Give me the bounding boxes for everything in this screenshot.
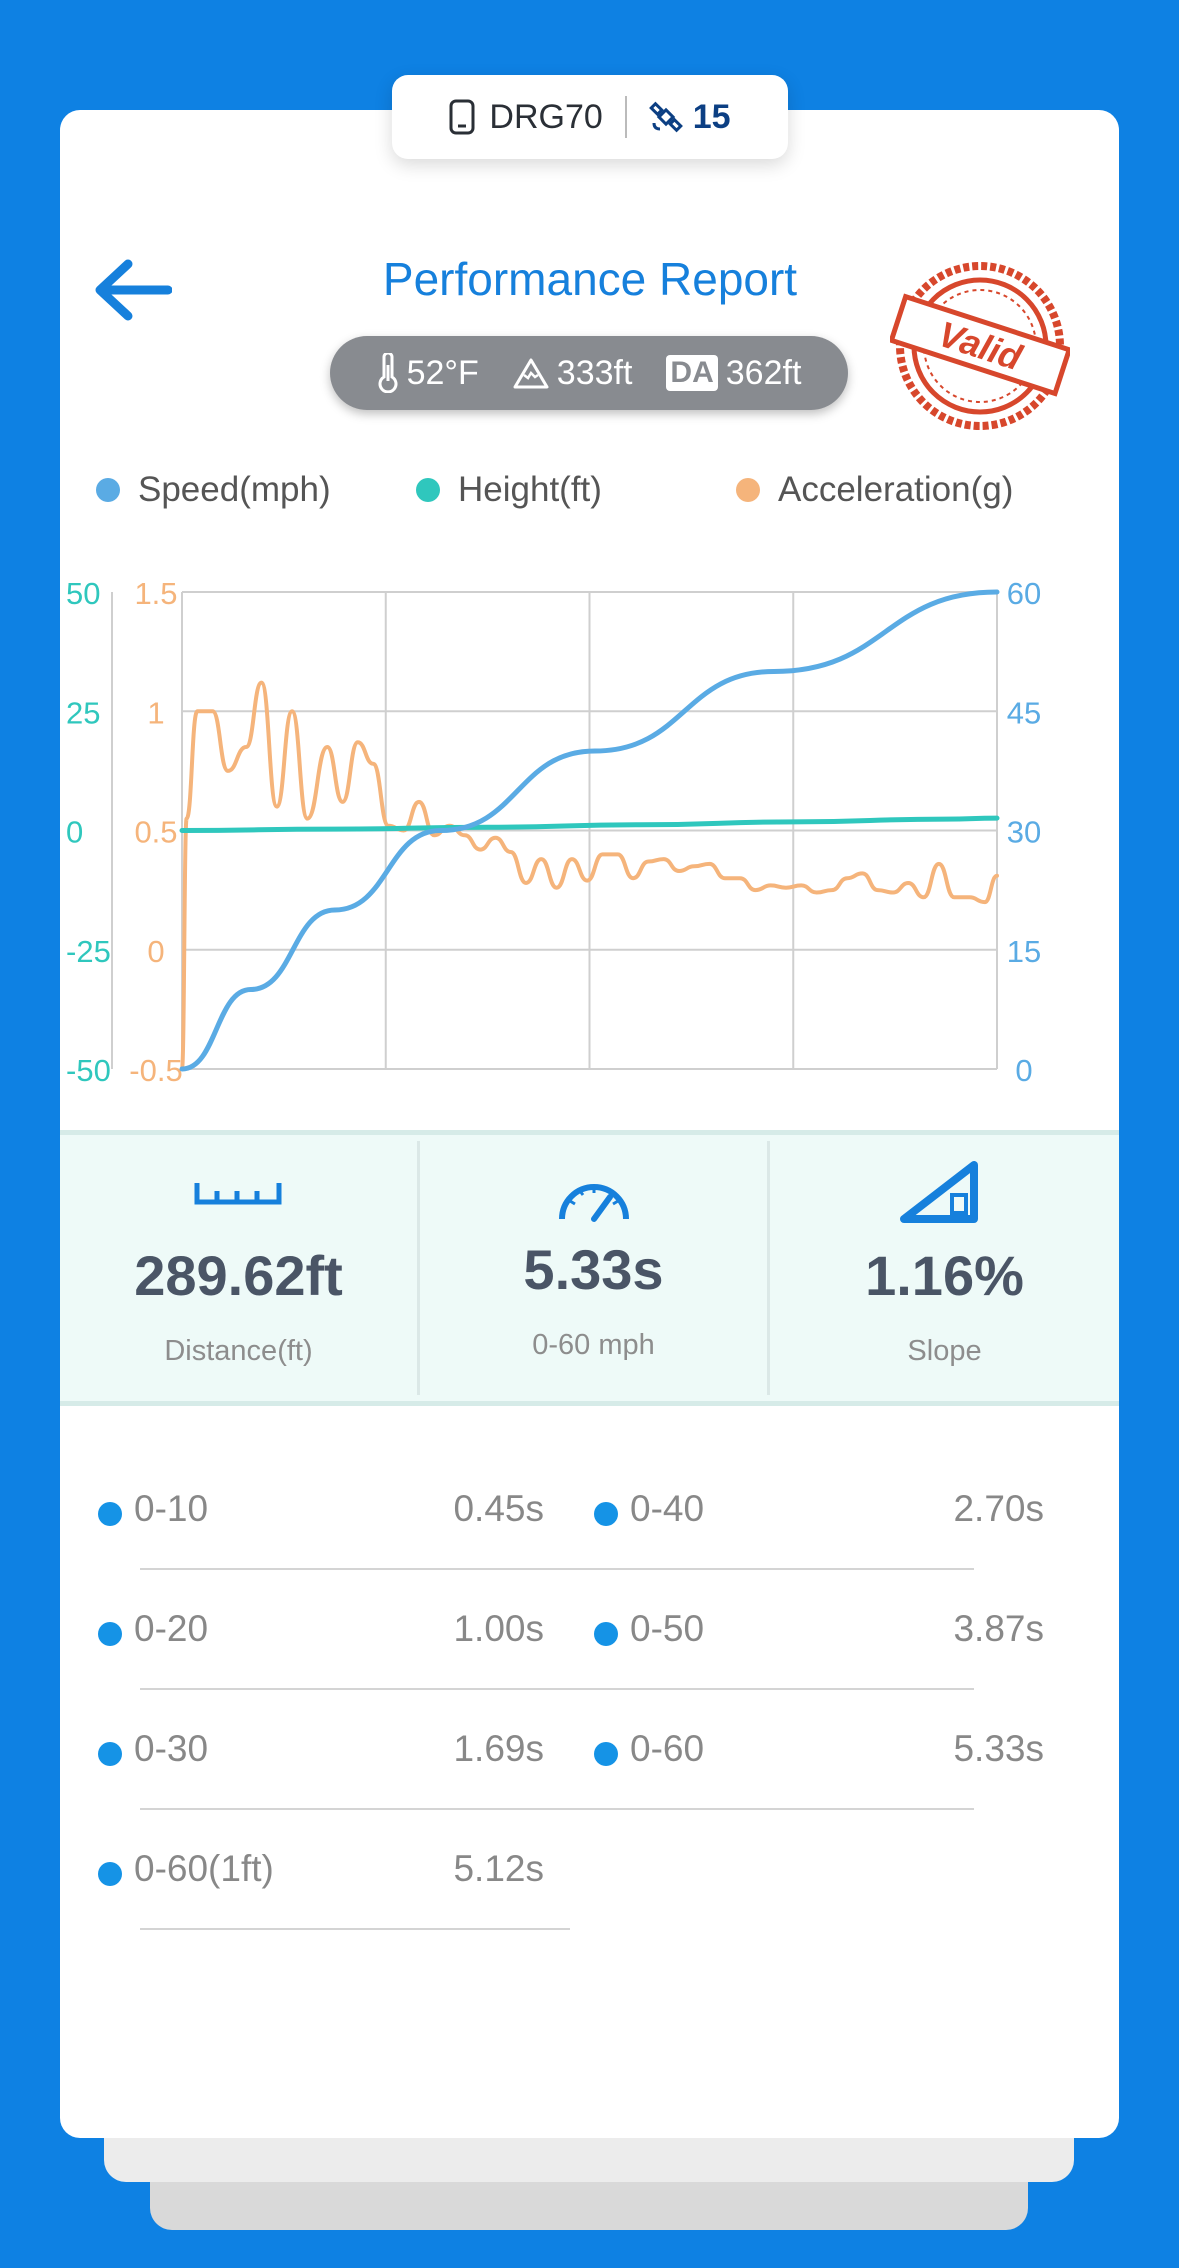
legend-label-height: Height(ft) [458,470,602,509]
acceleration-tick-label: 1.5 [134,576,177,611]
speedometer-icon [559,1184,629,1222]
device-pill[interactable]: DRG70 15 [392,75,788,159]
da-badge: DA [666,355,718,391]
density-altitude-item: DA 362ft [666,354,801,393]
stat-slope: 1.16% Slope [770,1135,1119,1401]
row-divider [140,1688,974,1690]
pill-divider [624,96,627,138]
bullet [98,1742,122,1766]
thermometer-icon [378,353,398,393]
split-label: 0-60(1ft) [134,1848,274,1889]
acceleration-tick-label: 1 [147,695,164,730]
performance-chart: 50 25 0 -25 -50 1.5 1 0.5 0 -0.5 60 45 30 15 0 [66,576,1041,1088]
stat-zero-to-sixty: 5.33s 0-60 mph [420,1135,767,1401]
device-info: DRG70 [449,97,603,137]
density-altitude-value: 362ft [725,353,802,392]
height-tick-label: 25 [66,695,100,730]
phone-icon [449,99,475,135]
slope-icon [900,1161,978,1223]
back-arrow-icon[interactable] [92,258,172,322]
split-label: 0-50 [630,1608,705,1649]
split-time: 5.33s [953,1728,1044,1769]
temperature-value: 52°F [406,353,479,392]
speed-series-line [179,589,1000,1072]
zero-to-sixty-value: 5.33s [523,1238,664,1301]
legend-item-acceleration: Acceleration(g) [736,470,1013,510]
acceleration-tick-label: 0 [147,934,164,969]
chart-legend: Speed(mph) Height(ft) Acceleration(g) [96,470,1056,520]
height-tick-label: -50 [66,1053,111,1088]
height-tick-label: 50 [66,576,100,611]
legend-item-height: Height(ft) [416,470,602,510]
satellite-info: 15 [648,97,731,137]
ruler-icon [194,1183,282,1205]
bullet [98,1622,122,1646]
acceleration-tick-label: 0.5 [134,815,177,850]
altitude-value: 333ft [556,353,633,392]
split-time: 1.00s [453,1608,544,1649]
slope-value: 1.16% [865,1244,1024,1307]
valid-stamp: Valid [890,262,1070,430]
mountain-icon [513,358,549,389]
row-divider [140,1568,974,1570]
altitude-item: 333ft [513,353,633,393]
split-time: 1.69s [453,1728,544,1769]
height-tick-label: 0 [66,815,83,850]
list-item: 0-60 5.33s [594,1728,1044,1788]
summary-stats: 289.62ft Distance(ft) 5.33s 0-60 mph 1.1… [60,1130,1119,1406]
split-label: 0-20 [134,1608,209,1649]
legend-item-speed: Speed(mph) [96,470,331,510]
split-time: 0.45s [453,1488,544,1529]
legend-dot-height [416,478,440,502]
device-name: DRG70 [489,97,603,136]
speed-tick-label: 30 [1007,815,1041,850]
bullet [594,1502,618,1526]
split-label: 0-10 [134,1488,209,1529]
bullet [594,1742,618,1766]
distance-label: Distance(ft) [164,1335,313,1367]
split-time: 3.87s [953,1608,1044,1649]
list-item: 0-50 3.87s [594,1608,1044,1668]
conditions-bar: 52°F 333ft DA 362ft [330,336,848,410]
page-title: Performance Report [382,253,798,305]
split-label: 0-30 [134,1728,209,1769]
height-tick-label: -25 [66,934,111,969]
split-label: 0-40 [630,1488,705,1529]
acceleration-series-line [180,680,999,1071]
speed-tick-label: 0 [1015,1053,1032,1088]
row-divider [140,1808,974,1810]
report-card [60,110,1119,2138]
speed-tick-label: 60 [1007,576,1041,611]
acceleration-tick-label: -0.5 [129,1053,182,1088]
list-item: 0-40 2.70s [594,1488,1044,1548]
stat-divider [767,1141,770,1395]
satellite-icon [648,101,683,133]
split-label: 0-60 [630,1728,705,1769]
bullet [98,1862,122,1886]
temperature-item: 52°F [377,353,479,393]
legend-label-acceleration: Acceleration(g) [778,470,1014,509]
slope-label: Slope [907,1335,982,1367]
speed-tick-label: 45 [1007,695,1041,730]
split-time: 2.70s [953,1488,1044,1529]
list-item: 0-60(1ft) 5.12s [98,1848,568,1908]
split-times: 0-10 0.45s 0-20 1.00s 0-30 1.69s 0-60(1f… [60,1460,1119,1980]
split-time: 5.12s [453,1848,544,1889]
stat-distance: 289.62ft Distance(ft) [60,1135,417,1401]
satellite-count: 15 [692,97,731,136]
bullet [98,1502,122,1526]
zero-to-sixty-label: 0-60 mph [532,1329,655,1361]
list-item: 0-30 1.69s [98,1728,568,1788]
speed-tick-label: 15 [1007,934,1041,969]
list-item: 0-10 0.45s [98,1488,568,1548]
bullet [594,1622,618,1646]
list-item: 0-20 1.00s [98,1608,568,1668]
legend-dot-speed [96,478,120,502]
height-series-line [179,815,1000,833]
row-divider [140,1928,570,1930]
legend-label-speed: Speed(mph) [138,470,331,509]
distance-value: 289.62ft [134,1244,343,1307]
stat-divider [417,1141,420,1395]
legend-dot-acceleration [736,478,760,502]
